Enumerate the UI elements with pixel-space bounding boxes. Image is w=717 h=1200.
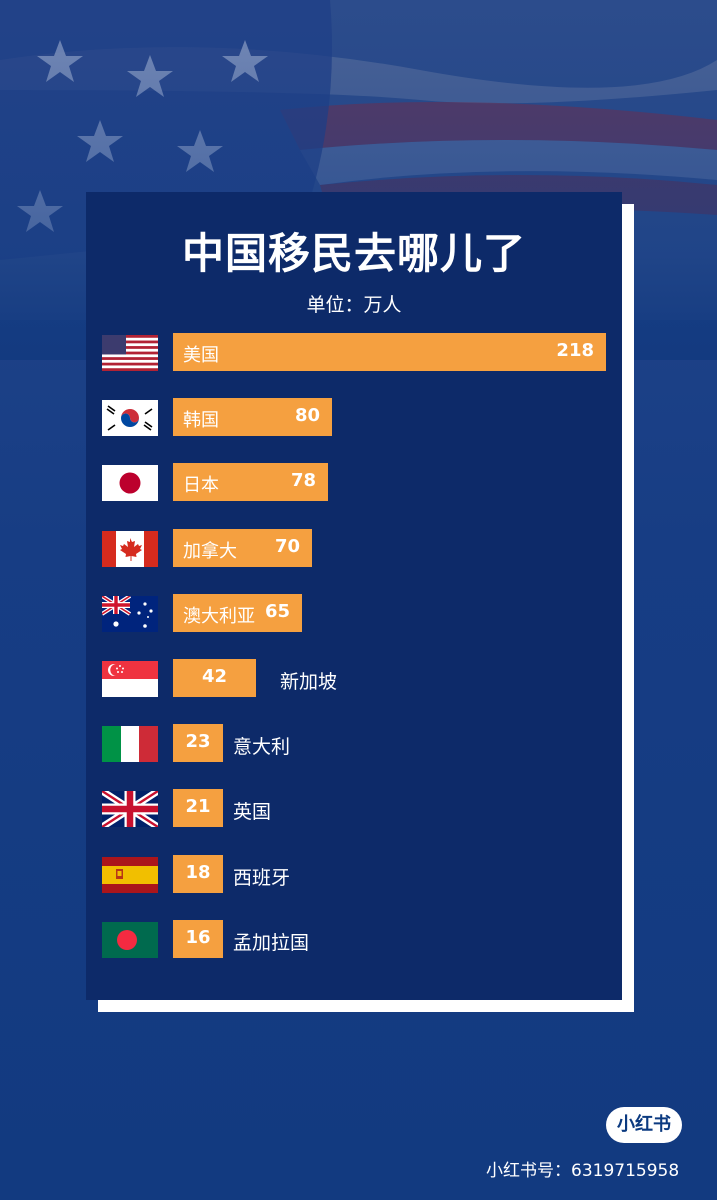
category-label: 新加坡: [280, 671, 338, 693]
jp-flag-icon: [102, 465, 158, 502]
category-label: 孟加拉国: [233, 931, 310, 954]
data-label: 16: [185, 926, 211, 948]
bar: 日本 78: [173, 463, 328, 502]
data-label: 21: [185, 796, 211, 818]
category-label: 韩国: [183, 410, 219, 432]
kr-flag-icon: [102, 400, 158, 437]
bar: 美国 218: [173, 333, 606, 371]
bar: 澳大利亚 65: [173, 593, 302, 632]
category-label: 澳大利亚: [183, 605, 255, 627]
category-label: 西班牙: [233, 866, 291, 889]
bar-row: 18 西班牙: [86, 854, 622, 895]
ca-flag-icon: [102, 530, 158, 567]
bar-row: 16 孟加拉国: [86, 919, 622, 960]
data-label: 23: [185, 731, 211, 753]
watermark-text: 小红书号：6319715958: [486, 1161, 680, 1181]
us-flag-icon: [102, 335, 158, 371]
au-flag-icon: [102, 595, 158, 632]
chart-panel: 中国移民去哪儿了 单位：万人 美国 218 韩国 80 日本 78 加拿大 70 澳大利亚 65 4…: [86, 192, 622, 1000]
bar-row: 42 新加坡: [86, 659, 622, 699]
bar: 23: [173, 724, 223, 763]
data-label: 42: [201, 666, 228, 687]
category-label: 美国: [183, 345, 219, 366]
bar-row: 23 意大利: [86, 724, 622, 764]
bar: 21: [173, 789, 223, 828]
data-label: 18: [185, 861, 211, 883]
data-label: 70: [274, 535, 300, 557]
bar-row: 加拿大 70: [86, 528, 622, 569]
bar: 加拿大 70: [173, 528, 312, 567]
bar-row: 美国 218: [86, 333, 622, 373]
data-label: 80: [294, 405, 320, 427]
bar: 16: [173, 919, 223, 958]
bar-row: 澳大利亚 65: [86, 593, 622, 634]
data-label: 78: [290, 470, 316, 492]
gb-flag-icon: [102, 791, 158, 828]
category-label: 意大利: [233, 736, 291, 759]
it-flag-icon: [102, 726, 158, 763]
data-label: 65: [264, 600, 290, 622]
category-label: 加拿大: [183, 540, 237, 562]
bar-row: 韩国 80: [86, 398, 622, 438]
chart-title: 中国移民去哪儿了: [181, 229, 526, 278]
sg-flag-icon: [102, 661, 158, 697]
bar-row: 21 英国: [86, 789, 622, 829]
data-label: 218: [556, 340, 594, 361]
category-label: 日本: [183, 475, 219, 497]
bar-row: 日本 78: [86, 463, 622, 503]
bar: 韩国 80: [173, 398, 332, 437]
bar: 42: [173, 659, 256, 697]
bar: 18: [173, 854, 223, 893]
category-label: 英国: [233, 801, 272, 824]
bd-flag-icon: [102, 921, 158, 958]
chart-unit: 单位：万人: [306, 294, 402, 316]
xiaohongshu-logo: 小红书: [606, 1107, 682, 1143]
es-flag-icon: [102, 856, 158, 893]
